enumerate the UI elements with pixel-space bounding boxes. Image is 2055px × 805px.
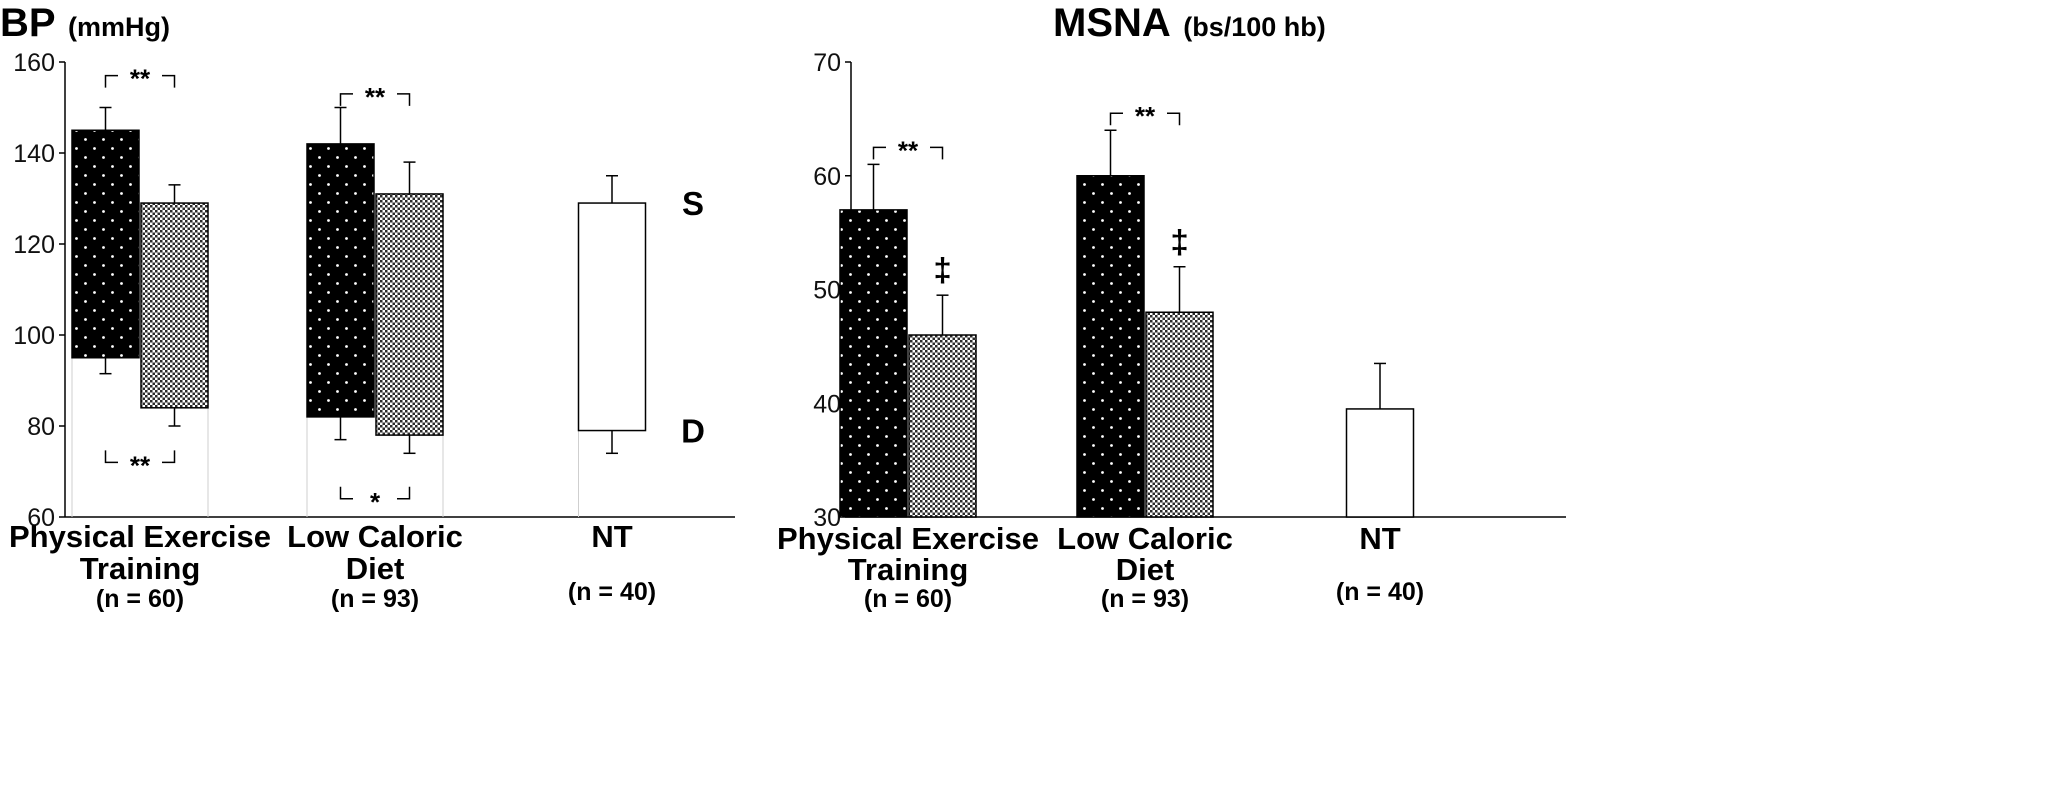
bp-range-bar [140, 202, 209, 409]
bp-significance-gap [353, 484, 397, 513]
msna-significance-marker: ‡ [933, 251, 951, 288]
msna-bar [1076, 175, 1145, 518]
bp-panel-title: BP (mmHg) [0, 1, 170, 45]
bp-n-label: (n = 93) [331, 585, 419, 613]
bp-n-label: (n = 40) [568, 578, 656, 606]
msna-n-label: (n = 40) [1336, 578, 1424, 606]
bp-diastolic-label: D [681, 413, 705, 450]
msna-n-label: (n = 60) [864, 585, 952, 613]
msna-bar [1345, 408, 1415, 518]
msna-y-tick-label: 60 [813, 163, 841, 191]
bp-category-text: NT [591, 519, 632, 554]
bp-category-text: Diet [346, 551, 405, 586]
msna-significance-gap [1123, 99, 1167, 128]
msna-bar [839, 209, 908, 518]
bp-range-bar [375, 193, 444, 436]
bp-range-bar [71, 129, 140, 359]
bp-significance-label: ** [365, 82, 386, 112]
bp-category-label: NT (n = 40) [568, 519, 656, 606]
bp-n-label: (n = 60) [96, 585, 184, 613]
bp-category-text: Training [80, 551, 201, 586]
msna-significance-gap [886, 133, 930, 162]
bp-category-text: Low Caloric [287, 519, 463, 554]
bp-range-bar [306, 143, 375, 418]
bp-panel: 60 80 100 120 140 160 Physical ExerciseTrainin… [9, 49, 735, 613]
msna-category-text: NT [1359, 521, 1400, 556]
bp-significance-gap [353, 79, 397, 108]
msna-category-text: Low Caloric [1057, 521, 1233, 556]
bp-title: BP [0, 1, 56, 45]
bp-significance-label: ** [130, 450, 151, 480]
bp-significance-label: * [370, 487, 381, 517]
bp-systolic-label: S [682, 185, 704, 222]
bp-significance-label: ** [130, 64, 151, 94]
msna-significance-label: ** [1135, 101, 1156, 131]
bp-y-tick-label: 100 [13, 322, 55, 350]
msna-y-tick-label: 50 [813, 277, 841, 305]
msna-n-label: (n = 93) [1101, 585, 1189, 613]
bp-unit: (mmHg) [68, 12, 170, 42]
bp-y-tick-label: 120 [13, 231, 55, 259]
msna-category-text: Training [848, 552, 969, 587]
msna-y-tick-label: 40 [813, 390, 841, 418]
msna-panel-title: MSNA (bs/100 hb) [1053, 1, 1326, 45]
msna-y-tick-label: 70 [813, 49, 841, 77]
msna-title: MSNA [1053, 1, 1171, 45]
msna-bar [908, 334, 977, 518]
bp-y-tick-label: 80 [27, 413, 55, 441]
bp-y-tick-label: 160 [13, 49, 55, 77]
bp-significance-gap [118, 61, 162, 90]
bp-y-tick-label: 140 [13, 140, 55, 168]
msna-category-text: Physical Exercise [777, 521, 1039, 556]
msna-significance-marker: ‡ [1170, 223, 1188, 260]
bp-significance-gap [118, 448, 162, 477]
bp-range-bar [577, 202, 647, 432]
bp-y-tick-label: 60 [27, 504, 55, 532]
msna-significance-label: ** [898, 135, 919, 165]
msna-category-text: Diet [1116, 552, 1175, 587]
msna-bar [1145, 311, 1214, 518]
msna-y-tick-label: 30 [813, 504, 841, 532]
msna-category-label: NT (n = 40) [1336, 521, 1424, 606]
bp-category-text: Physical Exercise [9, 519, 271, 554]
msna-unit: (bs/100 hb) [1183, 12, 1326, 42]
